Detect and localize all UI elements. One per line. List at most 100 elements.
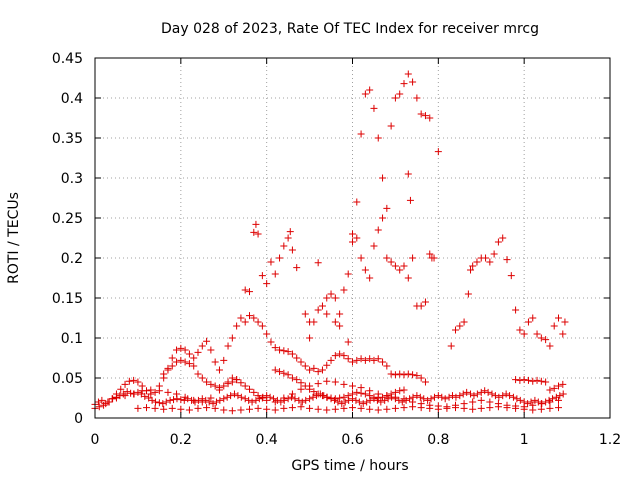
data-point — [383, 362, 391, 370]
data-point — [550, 322, 558, 330]
data-point — [318, 392, 326, 400]
data-point — [516, 396, 524, 404]
data-point — [166, 396, 174, 404]
data-point — [417, 404, 425, 412]
data-point — [507, 272, 515, 280]
data-point — [379, 174, 387, 182]
data-point — [280, 242, 288, 250]
data-point — [309, 393, 317, 401]
data-point — [357, 355, 365, 363]
y-tick-label: 0.35 — [52, 131, 83, 147]
x-tick-label: 1 — [520, 432, 529, 448]
data-point — [426, 404, 434, 412]
data-point — [357, 254, 365, 262]
data-point — [327, 394, 335, 402]
data-point — [306, 385, 314, 393]
data-point — [177, 344, 185, 352]
data-point — [546, 386, 554, 394]
data-point — [220, 356, 228, 364]
data-point — [310, 364, 318, 372]
data-point — [391, 371, 399, 379]
data-point — [160, 370, 168, 378]
data-point — [250, 314, 258, 322]
data-point — [215, 384, 223, 392]
data-point — [377, 398, 385, 406]
data-point — [398, 398, 406, 406]
data-point — [159, 400, 167, 408]
data-point — [417, 374, 425, 382]
data-point — [327, 290, 335, 298]
data-point — [443, 404, 451, 412]
data-point — [220, 395, 228, 403]
data-point — [246, 288, 253, 296]
data-point — [318, 366, 326, 374]
data-point — [460, 404, 468, 412]
data-point — [421, 298, 429, 306]
data-point — [227, 392, 235, 400]
data-point — [130, 376, 138, 384]
data-point — [331, 352, 339, 360]
data-point — [323, 377, 331, 385]
data-point — [270, 395, 278, 403]
data-point — [198, 374, 206, 382]
x-tick-label: 0.4 — [256, 432, 278, 448]
data-point — [391, 94, 399, 102]
data-point — [271, 406, 279, 414]
data-point — [291, 395, 299, 403]
data-point — [241, 318, 249, 326]
data-point — [203, 404, 211, 412]
y-tick-label: 0.4 — [61, 91, 83, 107]
data-point — [190, 362, 198, 370]
data-point — [252, 220, 260, 228]
data-point — [241, 286, 249, 294]
data-point — [374, 355, 382, 363]
data-point — [527, 398, 535, 406]
data-point — [512, 404, 520, 412]
data-point — [426, 114, 434, 122]
data-point — [284, 348, 292, 356]
data-point — [271, 270, 279, 278]
data-point — [98, 396, 106, 404]
data-point — [246, 385, 253, 393]
data-point — [310, 388, 318, 396]
data-point — [152, 398, 160, 406]
data-point — [520, 376, 528, 384]
data-point — [546, 404, 554, 412]
data-point — [559, 390, 567, 398]
data-point — [529, 314, 537, 322]
data-point — [400, 395, 408, 403]
data-point — [288, 350, 296, 358]
data-point — [216, 396, 224, 404]
data-point — [306, 404, 314, 412]
data-point — [314, 405, 322, 413]
data-point — [284, 234, 292, 242]
data-point — [223, 393, 231, 401]
data-point — [212, 398, 220, 406]
data-point — [297, 379, 305, 387]
y-tick-label: 0 — [74, 411, 83, 427]
data-point — [357, 389, 365, 397]
data-point — [520, 405, 528, 413]
data-point — [293, 354, 301, 362]
data-point — [370, 104, 378, 112]
data-point — [168, 404, 176, 412]
data-point — [95, 403, 103, 411]
data-point — [374, 406, 382, 414]
x-tick-label: 0.8 — [427, 432, 449, 448]
data-point — [306, 395, 314, 403]
data-point — [276, 346, 284, 354]
data-point — [224, 342, 232, 350]
data-point — [185, 360, 193, 368]
data-point — [164, 366, 172, 374]
data-point — [202, 396, 210, 404]
data-point — [190, 354, 198, 362]
data-point — [134, 378, 142, 386]
data-point — [400, 371, 408, 379]
data-point — [323, 393, 331, 401]
data-point — [295, 396, 303, 404]
data-point — [180, 396, 188, 404]
data-point — [181, 346, 189, 354]
data-point — [301, 362, 309, 370]
data-point — [400, 262, 408, 270]
data-point — [314, 259, 322, 267]
